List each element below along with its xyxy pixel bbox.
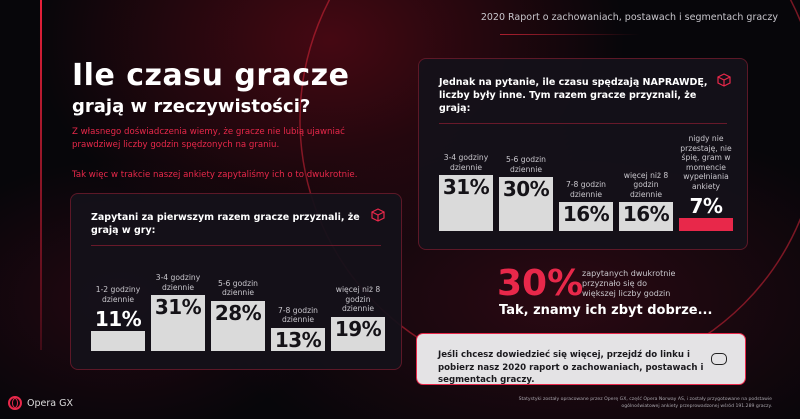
intro-text: Z własnego doświadczenia wiemy, że gracz… — [72, 127, 345, 150]
bar-label: 3-4 godziny dziennie — [155, 273, 201, 292]
bar-value: 31% — [442, 175, 490, 200]
bar-label: 3-4 godziny dziennie — [443, 153, 489, 172]
bar-value: 19% — [334, 316, 382, 341]
intro-text-2: Tak więc w trakcie naszej ankiety zapyta… — [72, 170, 358, 180]
page-title: Ile czasu gracze — [72, 58, 350, 93]
bar — [91, 331, 145, 351]
highlight-text: zapytanych dwukrotnie przyznało się do w… — [582, 269, 676, 298]
bar-label: 5-6 godzin dziennie — [505, 155, 546, 174]
bar-column: więcej niż 8 godzin dziennie 19% — [331, 285, 385, 351]
bar — [679, 218, 733, 231]
cta-box[interactable]: Jeśli chcesz dowiedzieć się więcej, prze… — [416, 333, 746, 385]
bar-value: 30% — [502, 177, 550, 201]
bar-column: 7-8 godzin dziennie 16% — [559, 180, 613, 231]
bar-value: 16% — [622, 202, 670, 227]
bar-label: 7-8 godzin dziennie — [277, 305, 318, 325]
footer-note: Statystyki zostały opracowane przez Oper… — [518, 397, 772, 409]
bar-chart: 1-2 godziny dziennie 11% 3-4 godziny dzien… — [91, 273, 385, 352]
accent-line — [40, 0, 42, 350]
divider — [91, 245, 381, 246]
bar-label: 5-6 godzin dziennie — [217, 278, 258, 298]
report-title: 2020 Raport o zachowaniach, postawach i … — [480, 12, 778, 23]
cta-text[interactable]: Jeśli chcesz dowiedzieć się więcej, prze… — [438, 350, 704, 385]
divider — [439, 123, 727, 124]
bar-column: nigdy nie przestaję, nie śpię, gram w mo… — [679, 134, 733, 231]
bar-label: więcej niż 8 godzin dziennie — [335, 285, 381, 314]
bar-column: 7-8 godzin dziennie 13% — [271, 305, 325, 352]
bar-label: nigdy nie przestaję, nie śpię, gram w mo… — [680, 134, 732, 191]
cube-icon — [371, 208, 385, 222]
bar: 30% — [499, 177, 553, 231]
bar: 16% — [619, 202, 673, 231]
bar: 16% — [559, 202, 613, 231]
panel-question: Zapytani za pierwszym razem gracze przyz… — [91, 212, 360, 236]
bar-column: 3-4 godziny dziennie 31% — [439, 153, 493, 231]
first-answer-panel: Zapytani za pierwszym razem gracze przyz… — [70, 193, 402, 370]
bar-value: 7% — [689, 194, 723, 219]
bar-label: więcej niż 8 godzin dziennie — [623, 170, 669, 199]
bar-column: 5-6 godzin dziennie 28% — [211, 279, 265, 351]
page-subtitle: grają w rzeczywistości? — [72, 96, 311, 117]
bar-label: 1-2 godziny dziennie — [95, 285, 141, 304]
bar-column: 1-2 godziny dziennie 11% — [91, 285, 145, 351]
bar-value: 31% — [154, 295, 202, 320]
bar: 28% — [211, 300, 265, 351]
bar-value: 11% — [94, 307, 142, 332]
bar-value: 13% — [274, 327, 322, 352]
bar: 31% — [439, 175, 493, 231]
panel-question: Jednak na pytanie, ile czasu spędzają NA… — [439, 77, 708, 114]
slogan: Tak, znamy ich zbyt dobrze... — [499, 303, 713, 318]
header-line — [500, 34, 640, 35]
bar: 19% — [331, 316, 385, 351]
logo-text: Opera GX — [27, 397, 73, 409]
second-answer-panel: Jednak na pytanie, ile czasu spędzają NA… — [418, 58, 748, 250]
bar: 13% — [271, 327, 325, 352]
highlight-value: 30% — [497, 263, 584, 304]
bar-value: 16% — [562, 202, 610, 227]
bar: 31% — [151, 295, 205, 351]
bar-label: 7-8 godzin dziennie — [565, 180, 606, 199]
opera-gx-logo: Opera GX — [8, 396, 73, 410]
bar-column: 5-6 godzin dziennie 30% — [499, 155, 553, 231]
cube-icon — [717, 73, 731, 87]
bar-value: 28% — [214, 300, 262, 325]
gamepad-icon — [711, 353, 727, 365]
bar-column: 3-4 godziny dziennie 31% — [151, 273, 205, 351]
bar-column: więcej niż 8 godzin dziennie 16% — [619, 171, 673, 231]
bar-chart: 3-4 godziny dziennie 31% 5-6 godzin dzienn… — [439, 134, 733, 231]
opera-logo-icon — [8, 396, 22, 410]
